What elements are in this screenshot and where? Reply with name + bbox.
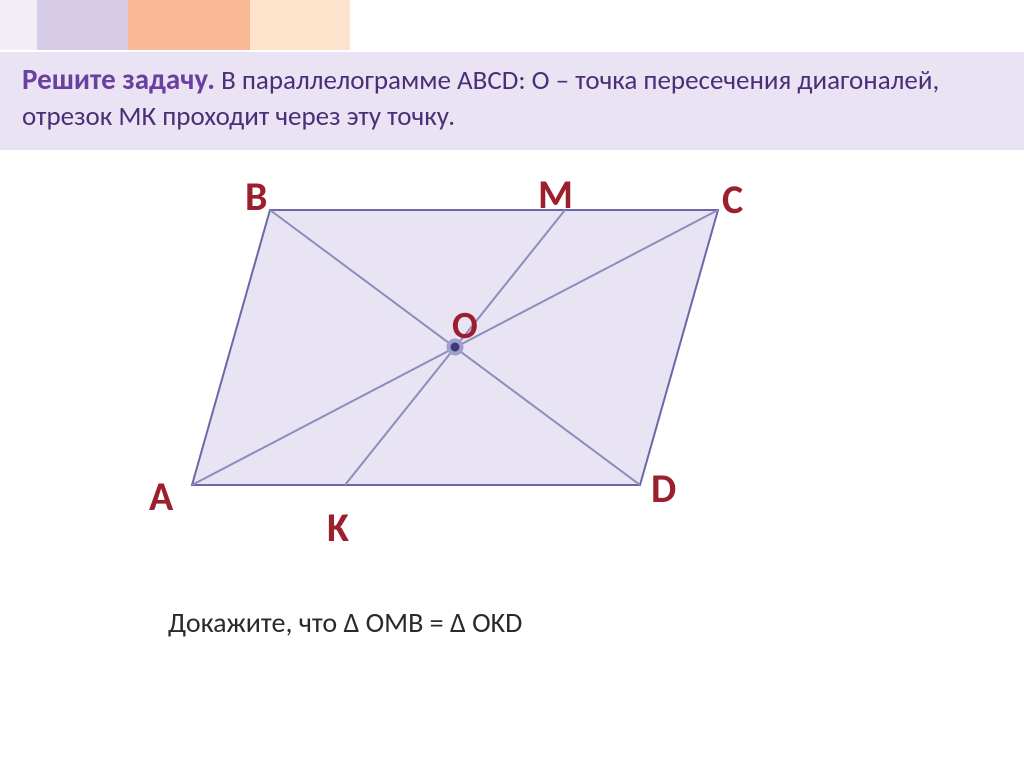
problem-title: Решите задачу. [22,61,215,97]
label-A: A [149,472,173,521]
label-D: D [651,464,676,513]
label-B: B [245,172,267,221]
decor-block-2 [128,0,258,50]
decor-bar [0,0,1024,50]
label-M: M [538,170,573,219]
diagram-container: B M C O A K D [150,150,790,570]
label-K: K [327,503,349,552]
problem-banner: Решите задачу. В параллелограмме ABCD: О… [0,52,1024,150]
decor-block-3 [250,0,350,50]
problem-text: Решите задачу. В параллелограмме ABCD: О… [22,60,1002,136]
label-O: O [452,303,478,349]
label-C: C [722,175,743,224]
proof-instruction: Докажите, что Δ ОМВ = Δ OKD [168,605,522,640]
decor-block-1 [37,0,137,50]
